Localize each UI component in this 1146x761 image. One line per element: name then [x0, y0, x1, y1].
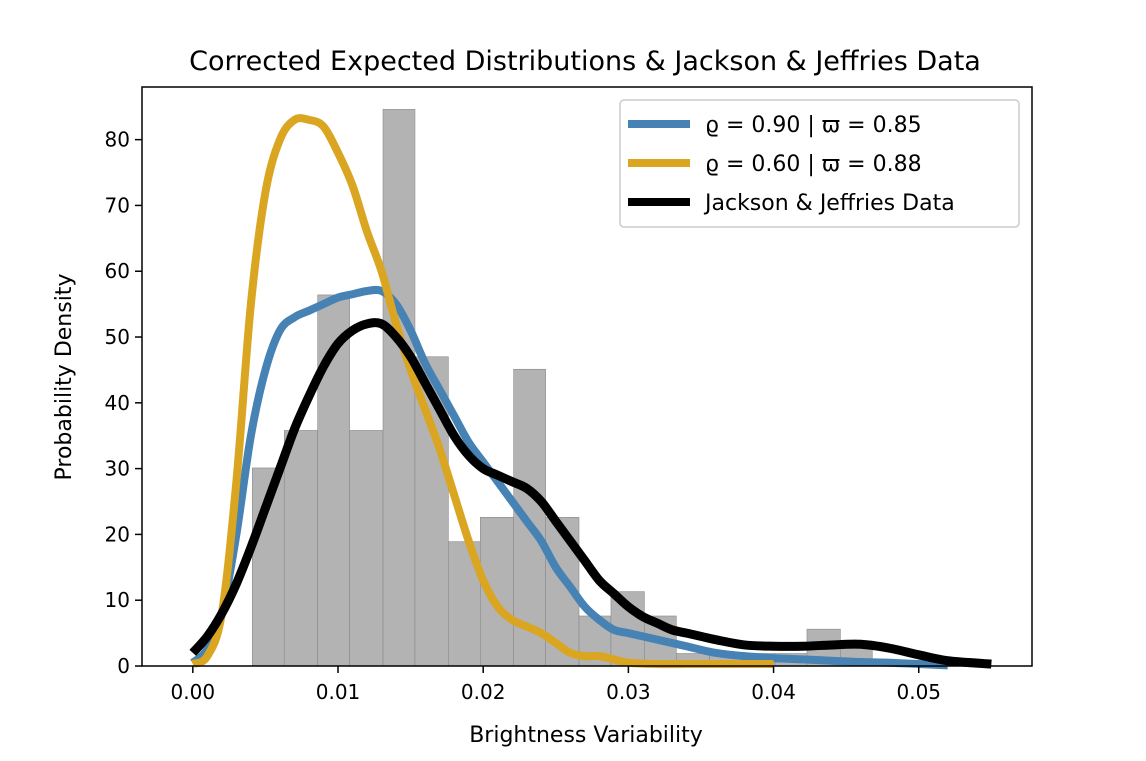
chart-title: Corrected Expected Distributions & Jacks… [189, 46, 981, 77]
y-tick-label: 60 [105, 259, 130, 283]
legend-label-series-3: Jackson & Jeffries Data [703, 191, 955, 216]
y-axis-label: Probability Density [52, 274, 77, 481]
x-axis-ticks: 0.00 0.01 0.02 0.03 0.04 0.05 [171, 666, 941, 704]
x-tick-label: 0.02 [461, 680, 506, 704]
y-tick-label: 70 [105, 193, 130, 217]
histogram-bar [382, 109, 416, 667]
x-tick-label: 0.05 [896, 680, 941, 704]
density-line-series-3 [189, 318, 992, 669]
y-tick-label: 10 [105, 588, 130, 612]
x-tick-label: 0.01 [316, 680, 361, 704]
histogram-bar [283, 430, 318, 667]
plot-frame [141, 86, 1033, 667]
y-tick-label: 20 [105, 522, 130, 546]
legend-box [619, 99, 1020, 228]
y-tick-label: 50 [105, 325, 130, 349]
x-tick-label: 0.03 [606, 680, 651, 704]
legend: ϱ = 0.90 | ϖ = 0.85 ϱ = 0.60 | ϖ = 0.88 … [619, 99, 1020, 228]
x-axis-label: Brightness Variability [469, 723, 703, 748]
x-tick-label: 0.04 [751, 680, 796, 704]
density-lines [189, 114, 992, 670]
density-line-series-1 [190, 285, 948, 670]
histogram-bar [349, 430, 384, 667]
y-tick-label: 80 [105, 128, 130, 152]
legend-label-series-1: ϱ = 0.90 | ϖ = 0.85 [705, 113, 922, 138]
x-tick-label: 0.00 [171, 680, 216, 704]
legend-label-series-2: ϱ = 0.60 | ϖ = 0.88 [705, 152, 922, 177]
y-axis-ticks: 0 10 20 30 40 50 60 70 80 [105, 128, 142, 678]
density-line-series-2 [190, 114, 774, 669]
y-tick-label: 30 [105, 457, 130, 481]
y-tick-label: 40 [105, 391, 130, 415]
y-tick-label: 0 [117, 654, 130, 678]
